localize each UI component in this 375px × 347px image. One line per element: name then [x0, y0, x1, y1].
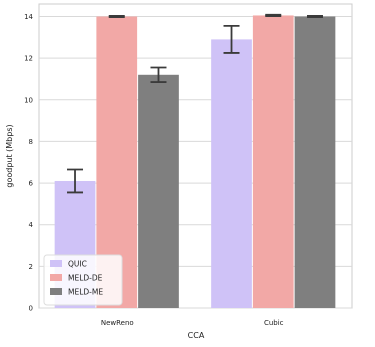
legend-label: QUIC — [68, 260, 87, 269]
legend-label: MELD-DE — [68, 274, 103, 283]
legend-swatch — [50, 288, 62, 295]
error-bars — [67, 13, 323, 194]
y-tick-label: 12 — [24, 55, 33, 63]
y-tick-label: 2 — [29, 263, 33, 271]
bars — [54, 15, 336, 309]
y-tick-label: 8 — [29, 138, 33, 146]
y-tick-label: 4 — [29, 221, 34, 229]
legend-swatch — [50, 260, 62, 267]
bar — [211, 39, 252, 309]
y-tick-label: 6 — [29, 180, 34, 188]
bar — [294, 16, 336, 308]
x-tick-label: Cubic — [264, 319, 284, 327]
y-tick-label: 10 — [24, 96, 33, 104]
y-tick-label: 0 — [29, 305, 33, 313]
y-axis-label: goodput (Mbps) — [5, 124, 14, 187]
legend-swatch — [50, 274, 62, 281]
x-tick-label: NewReno — [101, 319, 134, 327]
x-tick-labels: NewReno Cubic — [101, 319, 284, 327]
legend: QUIC MELD-DE MELD-ME — [43, 254, 123, 306]
bar — [138, 74, 179, 308]
legend-label: MELD-ME — [68, 288, 103, 297]
x-axis-label: CCA — [188, 331, 205, 340]
y-tick-label: 14 — [24, 13, 33, 21]
legend-box — [43, 254, 123, 306]
bar — [252, 15, 294, 308]
y-tick-labels: 0 2 4 6 8 10 12 14 — [24, 13, 33, 313]
